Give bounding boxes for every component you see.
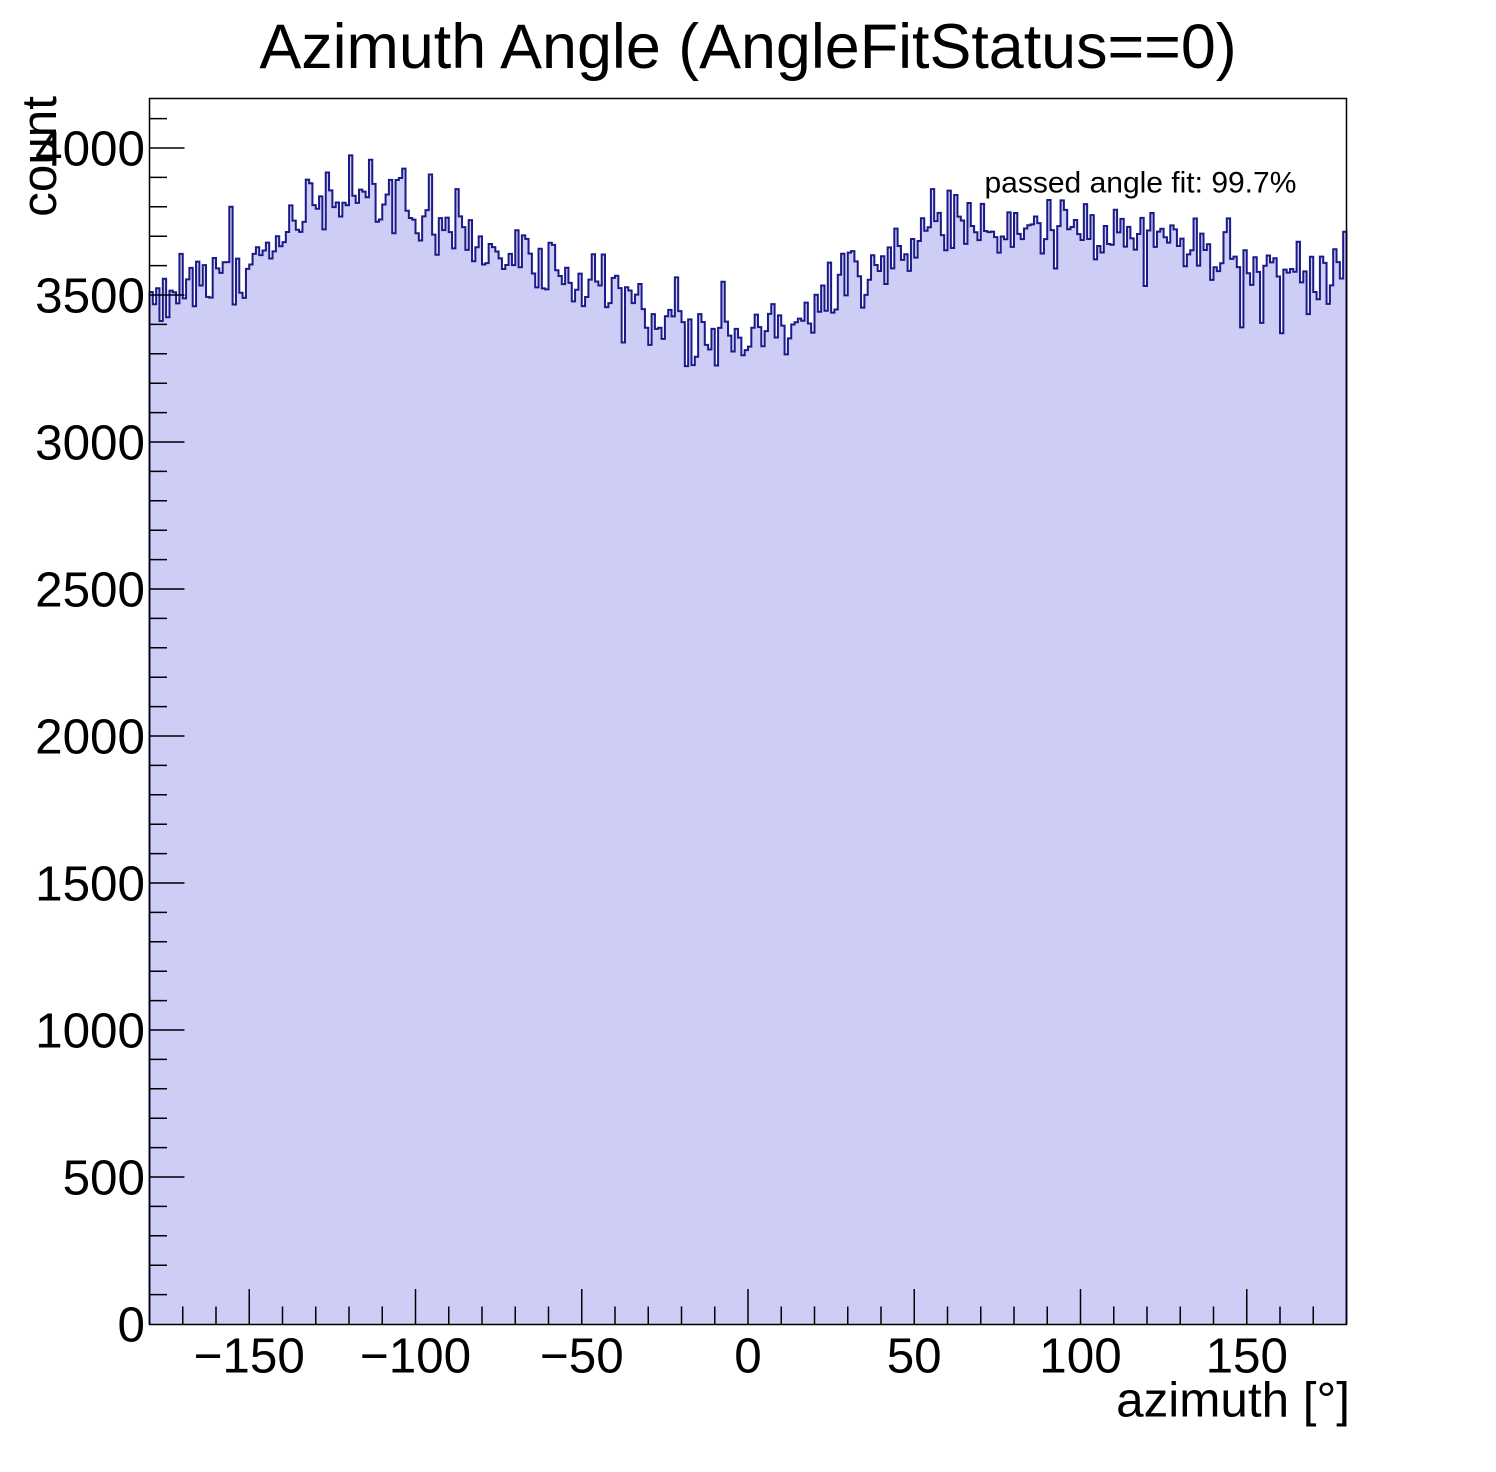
svg-text:Azimuth Angle (AngleFitStatus=: Azimuth Angle (AngleFitStatus==0): [259, 12, 1236, 82]
svg-text:count: count: [12, 96, 67, 217]
svg-text:500: 500: [63, 1151, 145, 1206]
svg-text:2500: 2500: [35, 563, 145, 618]
svg-text:azimuth [°]: azimuth [°]: [1116, 1373, 1350, 1428]
svg-text:0: 0: [118, 1298, 145, 1353]
svg-text:100: 100: [1039, 1329, 1121, 1384]
svg-text:2000: 2000: [35, 710, 145, 765]
svg-text:−50: −50: [540, 1329, 624, 1384]
svg-text:−100: −100: [360, 1329, 471, 1384]
svg-text:50: 50: [887, 1329, 942, 1384]
svg-text:3000: 3000: [35, 416, 145, 471]
svg-text:passed angle fit: 99.7%: passed angle fit: 99.7%: [985, 167, 1297, 200]
svg-text:−150: −150: [194, 1329, 305, 1384]
svg-text:1500: 1500: [35, 857, 145, 912]
svg-text:3500: 3500: [35, 269, 145, 324]
svg-text:4000: 4000: [35, 122, 145, 177]
svg-text:150: 150: [1206, 1329, 1288, 1384]
svg-text:0: 0: [734, 1329, 761, 1384]
svg-text:1000: 1000: [35, 1004, 145, 1059]
